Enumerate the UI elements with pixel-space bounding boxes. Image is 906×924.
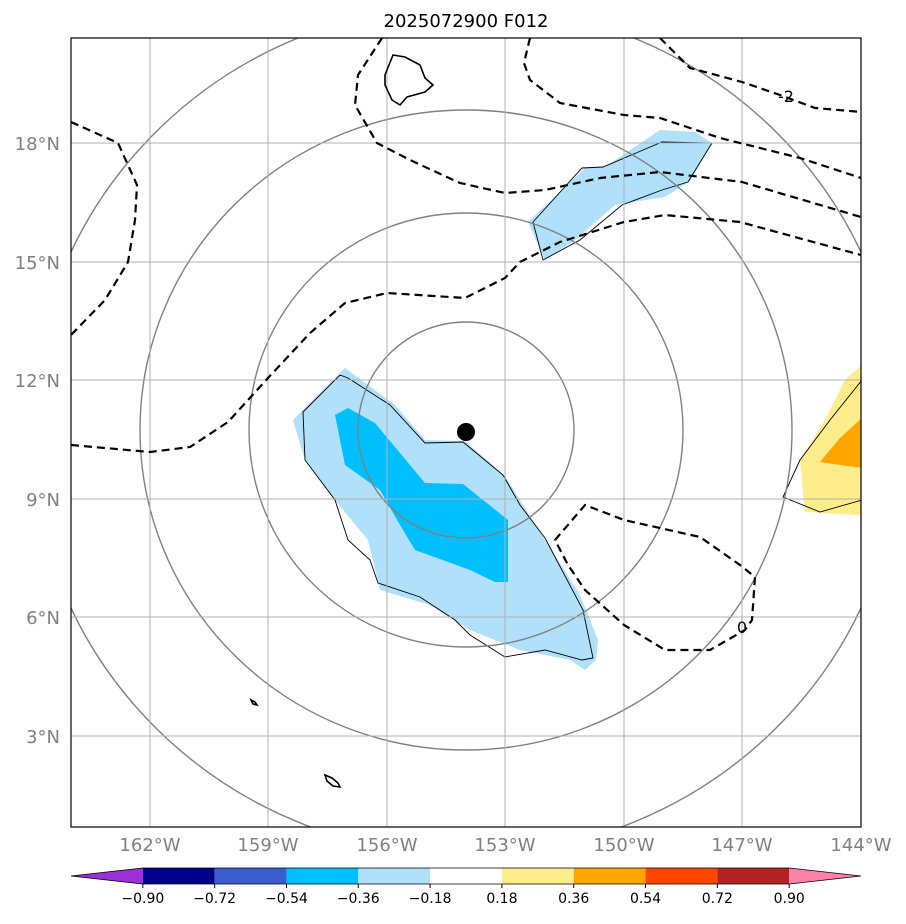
colorbar-segment [789,868,861,884]
colorbar-segment [286,868,359,884]
colorbar-segment [214,868,287,884]
range-rings [71,38,861,827]
shading-yellow-east [800,365,861,515]
lat-label-12n: 12°N [15,371,60,392]
thin-contour-east [782,380,861,513]
lon-label-150w: 150°W [593,835,654,856]
colorbar-tick-label: −0.54 [265,891,308,907]
thin-contour-main [302,374,594,661]
colorbar-tick-label: −0.36 [337,891,380,907]
colorbar-segment [717,868,790,884]
dashed-contours [71,38,861,652]
lon-label-156w: 156°W [356,835,417,856]
colorbar-segment [142,868,215,884]
lon-label-159w: 159°W [237,835,298,856]
colorbar-segment [358,868,431,884]
colorbar-segment [573,868,646,884]
coastline-islet-west [249,698,259,707]
lat-label-3n: 3°N [26,727,60,748]
contour-label-minus2: -2 [778,87,794,106]
lat-label-15n: 15°N [15,253,60,274]
lat-labels: 18°N 15°N 12°N 9°N 6°N 3°N [15,134,60,748]
shading-light-blue-north [528,130,712,260]
map-area: -2 0 [71,38,861,827]
colorbar-tick-label: −0.90 [121,891,164,907]
colorbar: −0.90 −0.72 −0.54 −0.36 −0.18 0.18 0.36 0.54 0.7… [70,867,862,907]
lon-label-147w: 147°W [711,835,772,856]
colorbar-segment [501,868,574,884]
coastline-hawaii [384,54,435,107]
lat-label-6n: 6°N [26,608,60,629]
contour-label-zero: 0 [737,618,747,637]
gridlines [71,38,861,827]
storm-center-marker [457,423,475,441]
colorbar-tick-label: 0.72 [702,891,733,907]
thin-contour-north [532,141,713,261]
figure-title: 2025072900 F012 [384,11,549,32]
colorbar-segment [71,868,143,884]
lon-label-153w: 153°W [474,835,535,856]
lat-label-18n: 18°N [15,134,60,155]
shading-orange-east [820,418,861,468]
colorbar-tick-label: 0.36 [558,891,589,907]
lon-labels: 162°W 159°W 156°W 153°W 150°W 147°W 144°… [119,835,891,856]
map-frame [70,37,862,828]
colorbar-tick-label: 0.18 [486,891,517,907]
colorbar-tick-label: −0.18 [409,891,452,907]
lon-label-162w: 162°W [119,835,180,856]
colorbar-tick-label: −0.72 [193,891,236,907]
lat-label-9n: 9°N [26,490,60,511]
colorbar-segment [430,868,502,884]
coastline-islet-south [323,773,342,789]
lon-label-144w: 144°W [830,835,891,856]
colorbar-segment [645,868,718,884]
colorbar-tick-label: 0.54 [630,891,661,907]
colorbar-tick-label: 0.90 [774,891,805,907]
